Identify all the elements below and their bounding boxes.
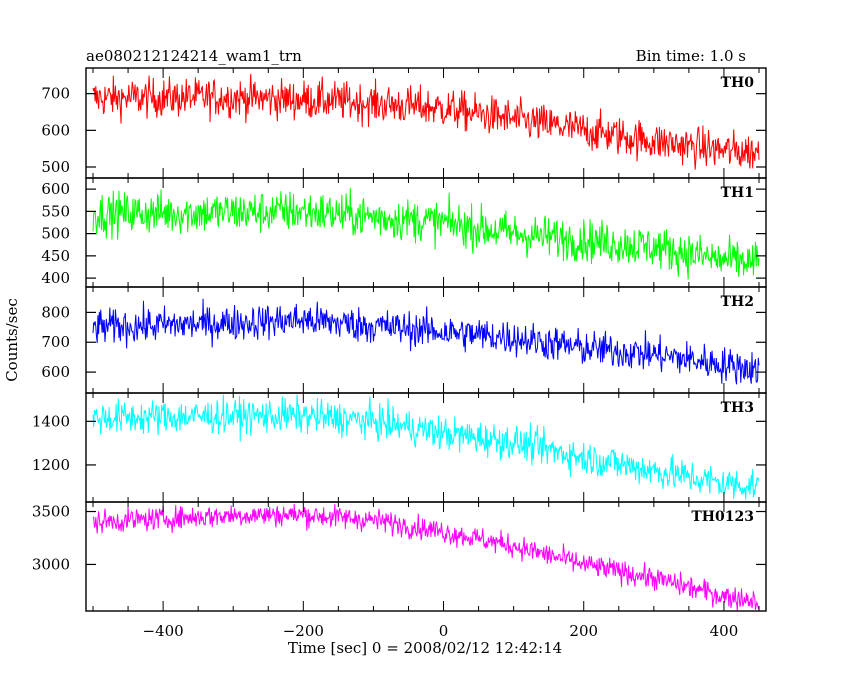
series-line-th0123: [92, 503, 760, 611]
series-line-th2: [92, 298, 760, 385]
y-axis-title: Counts/sec: [3, 298, 21, 382]
y-tick-label: 450: [41, 247, 70, 265]
y-tick-label: 400: [41, 269, 70, 287]
y-tick-label: 500: [41, 225, 70, 243]
x-tick-label: −400: [143, 622, 184, 640]
panel-label: TH0123: [691, 509, 754, 525]
x-tick-label: 400: [710, 622, 739, 640]
y-tick-label: 600: [41, 363, 70, 381]
x-axis-title: Time [sec] 0 = 2008/02/12 12:42:14: [288, 639, 562, 657]
panel-th0: 500 600 700 TH0: [41, 67, 767, 179]
plot-title: ae080212124214_wam1_trn: [86, 47, 302, 65]
panel-frame: [85, 501, 767, 612]
series-line-th0: [92, 73, 760, 170]
panel-th3: 1200 1400 TH3: [32, 392, 767, 503]
panel-label: TH3: [721, 400, 754, 416]
panel-th0123: 3000 3500 TH0123: [32, 501, 767, 612]
series-line-th1: [92, 187, 760, 280]
y-tick-label: 600: [41, 121, 70, 139]
y-tick-label: 800: [41, 303, 70, 321]
panel-label: TH1: [721, 185, 754, 201]
panel-label: TH2: [721, 294, 754, 310]
x-tick-label: 0: [439, 622, 449, 640]
series-line-th3: [92, 394, 760, 500]
y-tick-label: 3500: [32, 503, 70, 521]
panel-th2: 600 700 800 TH2: [41, 286, 767, 394]
y-tick-label: 500: [41, 158, 70, 176]
y-tick-label: 700: [41, 85, 70, 103]
bin-time-label: Bin time: 1.0 s: [636, 47, 746, 65]
panel-th1: 400 450 500 550 600 TH1: [41, 177, 767, 288]
y-tick-label: 550: [41, 202, 70, 220]
panel-frame: [85, 67, 767, 179]
y-tick-label: 3000: [32, 555, 70, 573]
y-tick-label: 700: [41, 333, 70, 351]
y-tick-label: 1200: [32, 456, 70, 474]
panels-group: 500 600 700 TH0 400 450 500 550 600 TH1 600 700 800 T…: [32, 67, 767, 640]
panel-label: TH0: [721, 75, 755, 91]
y-tick-label: 600: [41, 180, 70, 198]
x-tick-label: −200: [283, 622, 324, 640]
x-tick-label: 200: [569, 622, 598, 640]
panel-frame: [85, 392, 767, 503]
y-tick-label: 1400: [32, 412, 70, 430]
panel-frame: [85, 286, 767, 394]
